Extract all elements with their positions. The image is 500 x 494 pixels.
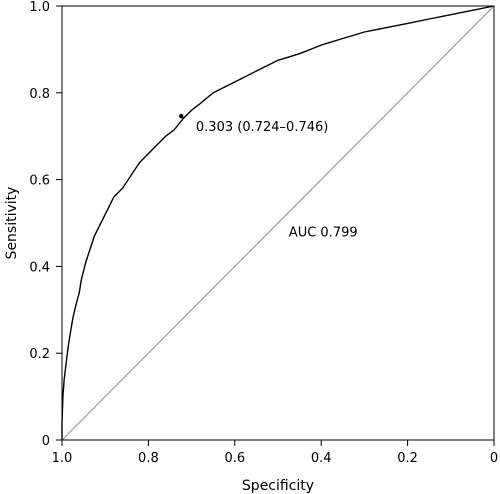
y-tick-label: 0.2 xyxy=(29,347,50,362)
y-tick-label: 0 xyxy=(42,434,50,449)
y-tick-label: 0.8 xyxy=(29,87,50,102)
threshold-annotation: 0.303 (0.724–0.746) xyxy=(196,120,328,135)
x-axis-title: Specificity xyxy=(242,478,314,494)
y-axis-title: Sensitivity xyxy=(4,187,20,260)
x-tick-label: 1.0 xyxy=(52,451,73,466)
x-tick-label: 0.6 xyxy=(224,451,245,466)
roc-curve xyxy=(61,5,495,440)
y-tick-label: 0.6 xyxy=(29,174,50,189)
diagonal-reference-line xyxy=(61,5,495,441)
auc-annotation: AUC 0.799 xyxy=(289,226,358,241)
x-tick-label: 0.2 xyxy=(397,451,418,466)
x-tick-label: 0.8 xyxy=(138,451,159,466)
y-tick-label: 0.4 xyxy=(29,260,50,275)
y-tick-label: 1.0 xyxy=(29,0,50,15)
x-tick-label: 0.4 xyxy=(311,451,332,466)
plot-frame xyxy=(61,5,495,441)
threshold-point xyxy=(179,114,184,119)
x-tick-label: 0 xyxy=(490,451,498,466)
